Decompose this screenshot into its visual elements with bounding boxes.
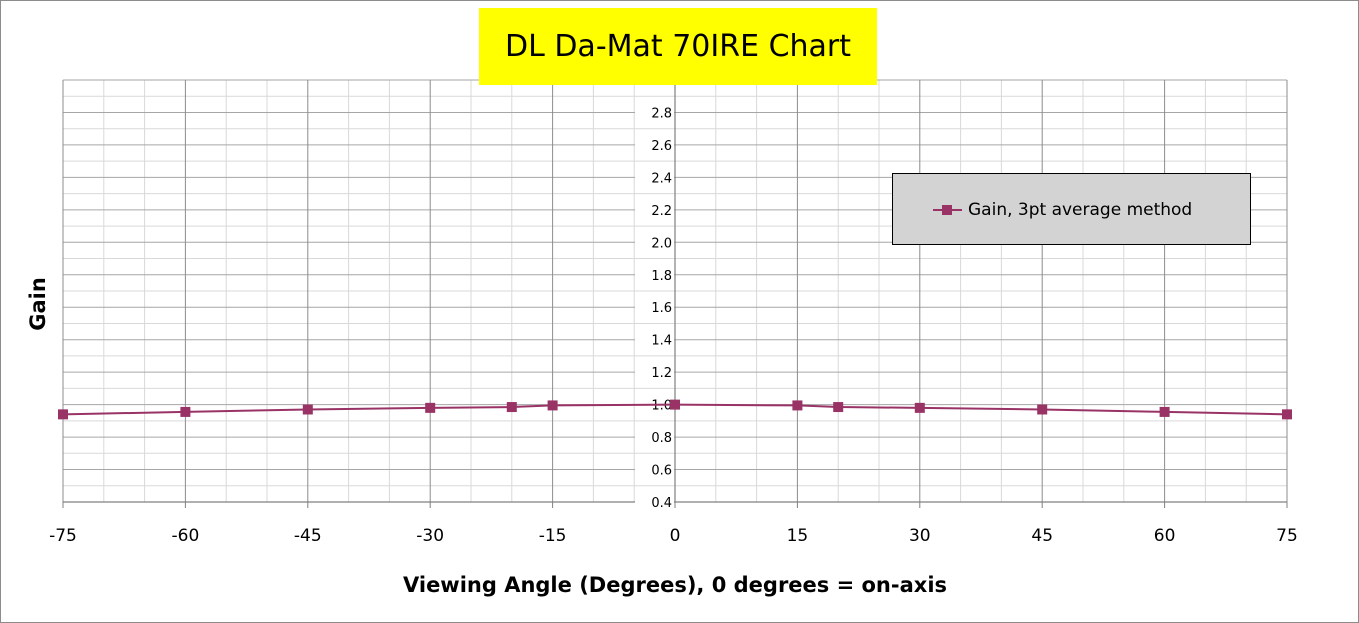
y-tick-label-bg: [635, 364, 674, 380]
data-series: [58, 399, 1292, 420]
x-tick-label: -75: [49, 526, 77, 546]
legend-series-label: Gain, 3pt average method: [968, 200, 1193, 220]
tick-labels: 0.4 0.6 0.8 1.0 1.2 1.4 1.6 1.8 2.0 2.2 2.4 2.6 2.8 3…: [49, 72, 1298, 546]
series-point: [302, 404, 313, 415]
legend: Gain, 3pt average method: [892, 173, 1251, 245]
y-tick-label-bg: [635, 429, 674, 445]
y-tick-label: 1.4: [651, 334, 672, 349]
chart-title-box: DL Da-Mat 70IRE Chart: [479, 8, 877, 85]
x-tick-label: 60: [1154, 526, 1176, 546]
x-tick-label: 0: [670, 526, 681, 546]
x-axis-label: Viewing Angle (Degrees), 0 degrees = on-…: [402, 573, 948, 597]
x-tick-label: -45: [294, 526, 322, 546]
y-tick-label-bg: [635, 201, 674, 217]
series-point: [547, 400, 558, 411]
axes: [62, 80, 1288, 508]
y-tick-label-bg: [635, 331, 674, 347]
y-tick-label: 2.8: [651, 106, 672, 121]
chart-title: DL Da-Mat 70IRE Chart: [504, 29, 852, 64]
series-point: [58, 409, 68, 420]
series-point: [670, 399, 680, 410]
x-tick-label: -60: [172, 526, 200, 546]
series-point: [1159, 406, 1170, 417]
y-tick-label-bg: [635, 234, 674, 250]
series-point: [506, 402, 517, 413]
x-tick-label: 45: [1031, 526, 1053, 546]
series-point: [1037, 404, 1048, 415]
y-tick-label: 2.4: [651, 171, 672, 186]
series-point: [425, 402, 436, 413]
y-tick-label: 2.2: [651, 204, 672, 219]
series-point: [180, 406, 191, 417]
y-axis-label: Gain: [26, 277, 50, 331]
y-tick-label: 1.8: [651, 269, 672, 284]
x-tick-label: -15: [539, 526, 567, 546]
y-tick-label: 0.4: [651, 496, 672, 511]
y-tick-label-bg: [635, 299, 674, 315]
series-point: [792, 400, 803, 411]
series-point: [914, 402, 925, 413]
y-tick-label-bg: [635, 494, 674, 509]
y-tick-label-bg: [635, 266, 674, 282]
legend-series-marker: [942, 205, 952, 215]
y-tick-label: 2.6: [651, 139, 672, 154]
y-tick-label-bg: [635, 461, 674, 477]
series-point: [833, 402, 844, 413]
y-tick-label-bg: [635, 169, 674, 185]
y-tick-label: 1.2: [651, 366, 672, 381]
x-tick-label: 30: [909, 526, 931, 546]
y-tick-label: 1.0: [651, 399, 672, 414]
series-point: [1282, 409, 1292, 420]
x-tick-label: 75: [1276, 526, 1298, 546]
x-tick-label: 15: [787, 526, 809, 546]
y-tick-label: 2.0: [651, 236, 672, 251]
y-tick-label: 0.8: [651, 431, 672, 446]
y-tick-label-bg: [635, 104, 674, 120]
x-tick-label: -30: [416, 526, 444, 546]
y-tick-label: 0.6: [651, 464, 672, 479]
y-tick-label-bg: [635, 136, 674, 152]
y-tick-label: 1.6: [651, 301, 672, 316]
